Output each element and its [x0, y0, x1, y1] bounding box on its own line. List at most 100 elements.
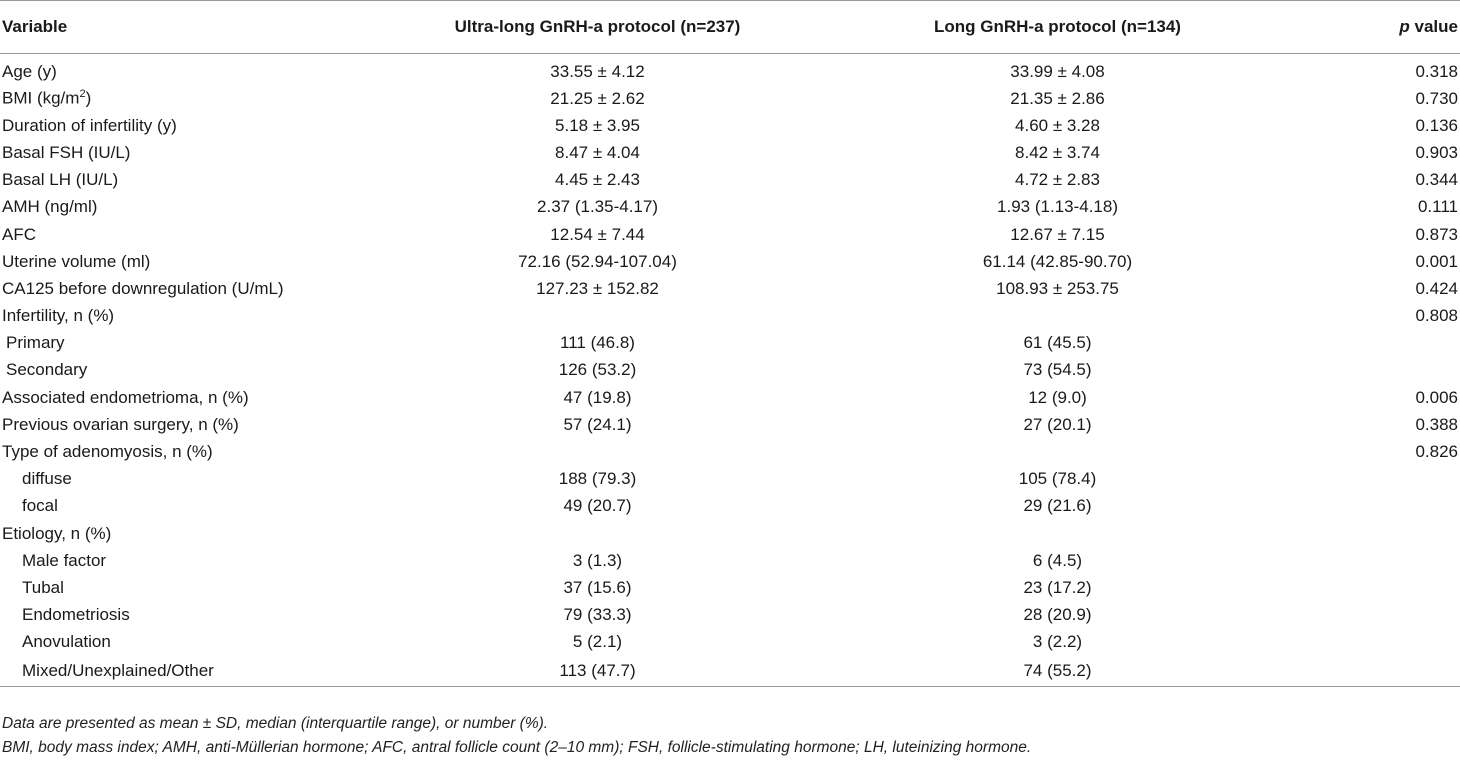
long-value: 21.35 ± 2.86: [1010, 88, 1105, 108]
table-row: Anovulation 5 (2.1) 3 (2.2): [0, 629, 1460, 656]
row-label: AFC: [2, 224, 36, 244]
row-label: Secondary: [6, 360, 88, 380]
row-label: Uterine volume (ml): [2, 251, 151, 271]
ultra-long-value: 5 (2.1): [572, 632, 623, 652]
table-row: Basal FSH (IU/L) 8.47 ± 4.04 8.42 ± 3.74…: [0, 139, 1460, 166]
table-row: Mixed/Unexplained/Other 113 (47.7) 74 (5…: [0, 655, 1460, 687]
row-label: Infertility, n (%): [2, 306, 115, 326]
row-label: AMH (ng/ml): [2, 197, 98, 217]
p-value: [1290, 493, 1460, 520]
row-label: Age (y): [2, 61, 57, 81]
table-row: Previous ovarian surgery, n (%) 57 (24.1…: [0, 411, 1460, 438]
table-body: Age (y) 33.55 ± 4.12 33.99 ± 4.08 0.318 …: [0, 54, 1460, 687]
ultra-long-value: 12.54 ± 7.44: [550, 224, 645, 244]
long-value: 6 (4.5): [1032, 550, 1083, 570]
long-value: 4.72 ± 2.83: [1015, 170, 1100, 190]
p-value: [1290, 629, 1460, 656]
table-row: Male factor 3 (1.3) 6 (4.5): [0, 547, 1460, 574]
p-value: [1290, 655, 1460, 687]
table-row: Etiology, n (%): [0, 520, 1460, 547]
long-value: 3 (2.2): [1032, 632, 1083, 652]
table-row: CA125 before downregulation (U/mL) 127.2…: [0, 275, 1460, 302]
row-label-suffix: ): [85, 88, 92, 108]
table-row: Infertility, n (%) 0.808: [0, 303, 1460, 330]
long-value: 28 (20.9): [1023, 605, 1092, 625]
table-row: Uterine volume (ml) 72.16 (52.94-107.04)…: [0, 248, 1460, 275]
row-label: focal: [22, 496, 58, 516]
header-row: Variable Ultra-long GnRH-a protocol (n=2…: [0, 0, 1460, 54]
ultra-long-value: 4.45 ± 2.43: [555, 170, 640, 190]
row-label: Previous ovarian surgery, n (%): [2, 414, 239, 434]
p-value: 0.808: [1415, 306, 1458, 326]
table-row: Associated endometrioma, n (%) 47 (19.8)…: [0, 384, 1460, 411]
table-row: Primary 111 (46.8) 61 (45.5): [0, 330, 1460, 357]
p-value: 0.001: [1415, 251, 1458, 271]
p-value: 0.424: [1415, 278, 1458, 298]
p-value: [1290, 357, 1460, 384]
p-value: 0.826: [1415, 442, 1458, 462]
long-value: 1.93 (1.13-4.18): [997, 197, 1118, 217]
row-label: BMI (kg/m2): [0, 85, 370, 112]
long-value: 73 (54.5): [1023, 360, 1092, 380]
long-value: 12.67 ± 7.15: [1010, 224, 1105, 244]
row-label: Male factor: [22, 550, 107, 570]
row-label: Basal FSH (IU/L): [2, 142, 131, 162]
p-value: 0.111: [1417, 197, 1458, 217]
p-value: 0.344: [1415, 170, 1458, 190]
p-value: [1290, 330, 1460, 357]
footnote-abbreviations: BMI, body mass index; AMH, anti-Mülleria…: [2, 739, 1032, 756]
long-value: 61 (45.5): [1023, 333, 1092, 353]
p-value: [1290, 574, 1460, 601]
ultra-long-value: 79 (33.3): [563, 605, 632, 625]
ultra-long-value: [370, 438, 825, 465]
footnote-data-presentation: Data are presented as mean ± SD, median …: [2, 715, 549, 732]
row-label-superscript: 2: [79, 88, 86, 101]
ultra-long-value: [370, 520, 825, 547]
row-label: Tubal: [22, 577, 64, 597]
long-value: [825, 438, 1290, 465]
long-value: [825, 303, 1290, 330]
table-row: Type of adenomyosis, n (%) 0.826: [0, 438, 1460, 465]
p-value-suffix: value: [1409, 17, 1458, 36]
baseline-characteristics-table: Variable Ultra-long GnRH-a protocol (n=2…: [0, 0, 1460, 687]
row-label: Basal LH (IU/L): [2, 170, 119, 190]
p-value: [1290, 466, 1460, 493]
table-row: Secondary 126 (53.2) 73 (54.5): [0, 357, 1460, 384]
table-row: diffuse 188 (79.3) 105 (78.4): [0, 466, 1460, 493]
long-value: 27 (20.1): [1023, 414, 1092, 434]
long-value: 4.60 ± 3.28: [1015, 115, 1100, 135]
ultra-long-value: 47 (19.8): [563, 387, 632, 407]
row-label: Etiology, n (%): [2, 523, 112, 543]
long-value: 33.99 ± 4.08: [1010, 61, 1105, 81]
row-label: Mixed/Unexplained/Other: [0, 655, 370, 687]
table-row: AMH (ng/ml) 2.37 (1.35-4.17) 1.93 (1.13-…: [0, 194, 1460, 221]
p-value: 0.903: [1415, 142, 1458, 162]
table-row: Basal LH (IU/L) 4.45 ± 2.43 4.72 ± 2.83 …: [0, 167, 1460, 194]
p-value: 0.006: [1415, 387, 1458, 407]
long-value: 12 (9.0): [1028, 387, 1087, 407]
p-value: [1290, 602, 1460, 629]
ultra-long-value: 111 (46.8): [560, 333, 635, 353]
p-value: [1290, 547, 1460, 574]
baseline-characteristics-table-wrapper: Variable Ultra-long GnRH-a protocol (n=2…: [0, 0, 1460, 687]
p-value: 0.873: [1415, 224, 1458, 244]
table-row: Duration of infertility (y) 5.18 ± 3.95 …: [0, 112, 1460, 139]
column-header-long: Long GnRH-a protocol (n=134): [825, 0, 1290, 54]
ultra-long-value: 21.25 ± 2.62: [550, 88, 645, 108]
ultra-long-value: 2.37 (1.35-4.17): [537, 197, 658, 217]
long-value: 74 (55.2): [825, 655, 1290, 687]
row-label: diffuse: [22, 469, 72, 489]
long-value: 23 (17.2): [1023, 577, 1092, 597]
ultra-long-value: 3 (1.3): [572, 550, 623, 570]
ultra-long-value: [370, 303, 825, 330]
table-row: AFC 12.54 ± 7.44 12.67 ± 7.15 0.873: [0, 221, 1460, 248]
ultra-long-value: 8.47 ± 4.04: [555, 142, 640, 162]
p-value: [1290, 520, 1460, 547]
table-row: BMI (kg/m2) 21.25 ± 2.62 21.35 ± 2.86 0.…: [0, 85, 1460, 112]
table-row: Endometriosis 79 (33.3) 28 (20.9): [0, 602, 1460, 629]
ultra-long-value: 113 (47.7): [370, 655, 825, 687]
ultra-long-value: 49 (20.7): [563, 496, 632, 516]
row-label: Type of adenomyosis, n (%): [2, 442, 213, 462]
table-header: Variable Ultra-long GnRH-a protocol (n=2…: [0, 0, 1460, 54]
column-header-p-value: p value: [1290, 0, 1460, 54]
